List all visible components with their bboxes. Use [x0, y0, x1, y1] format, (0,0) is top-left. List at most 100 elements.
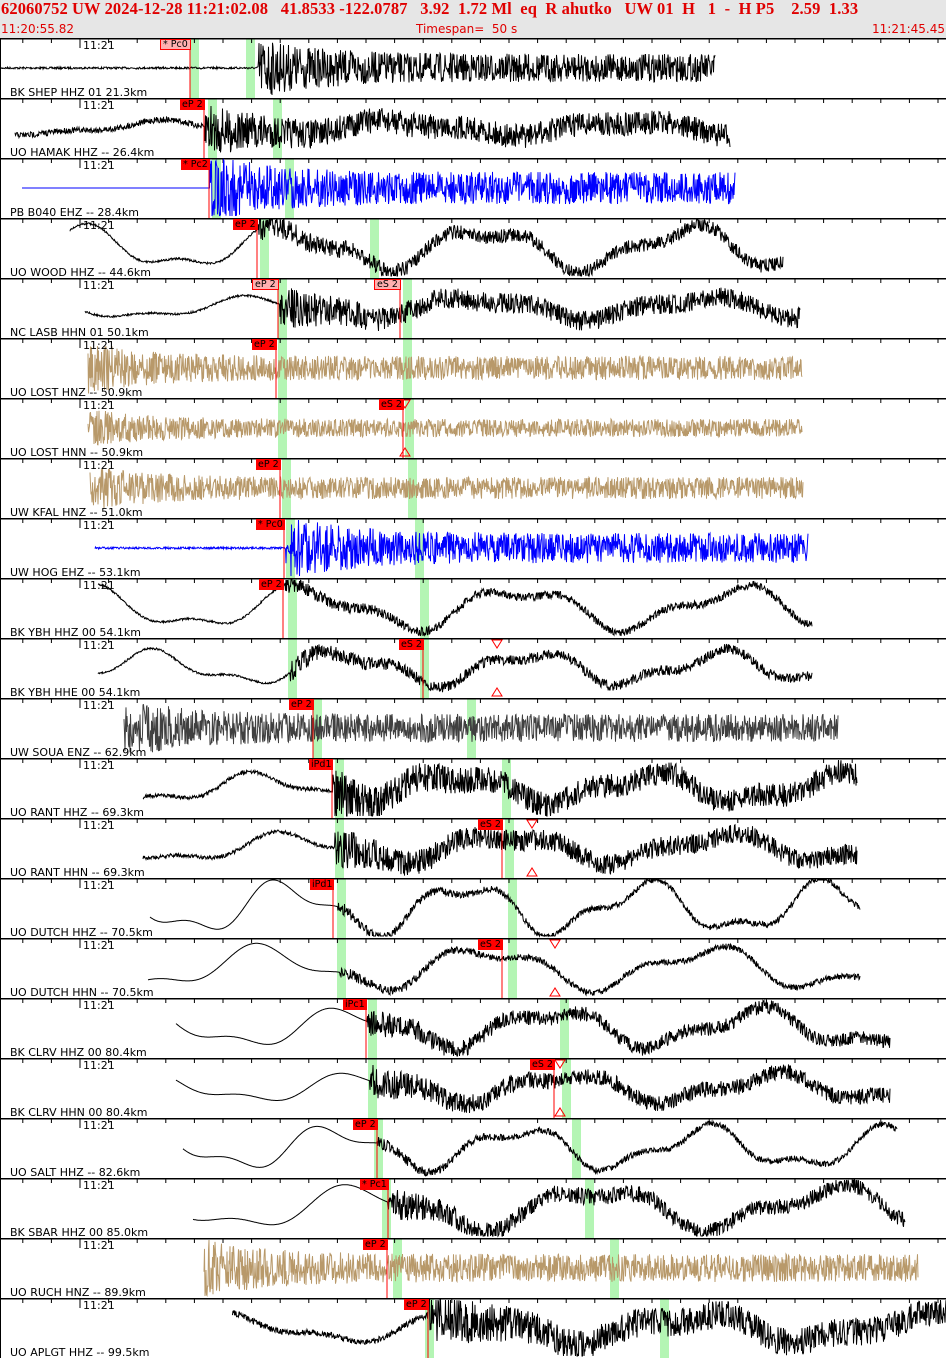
- triangle-up-icon: [399, 447, 411, 457]
- minute-label: 11:21: [83, 1239, 115, 1252]
- triangle-down-icon: [549, 939, 561, 949]
- triangle-down-icon: [526, 819, 538, 829]
- waveform-plot: [0, 578, 946, 638]
- phase-pick-label[interactable]: eP 2: [353, 1119, 378, 1130]
- waveform: [175, 999, 891, 1057]
- phase-pick-label[interactable]: * Pc0: [256, 519, 285, 530]
- phase-pick-label[interactable]: eS 2: [530, 1059, 555, 1070]
- phase-pick-label[interactable]: iPd1: [309, 759, 334, 770]
- phase-pick-label[interactable]: eS 2: [379, 399, 404, 410]
- triangle-down-icon: [491, 639, 503, 649]
- waveform-plot: [0, 338, 946, 398]
- phase-pick-label[interactable]: eP 2: [252, 339, 277, 350]
- trace-row[interactable]: 11:21 UO APLGT HHZ -- 99.5km eP 2: [0, 1298, 946, 1359]
- phase-pick-label[interactable]: eS 2: [399, 639, 424, 650]
- trace-row[interactable]: 11:21 UO DUTCH HHZ -- 70.5km iPd1: [0, 878, 946, 939]
- waveform-plot: [0, 458, 946, 518]
- pick-window: [285, 159, 294, 218]
- phase-pick-label[interactable]: eP 2: [289, 699, 314, 710]
- minute-label: 11:21: [83, 639, 115, 652]
- waveform: [182, 1119, 898, 1177]
- trace-row[interactable]: 11:21 UO HAMAK HHZ -- 26.4km eP 2: [0, 98, 946, 159]
- waveform-plot: [0, 1238, 946, 1298]
- station-label: BK YBH HHE 00 54.1km: [10, 686, 141, 699]
- pick-window: [370, 219, 379, 278]
- waveform-plot: [0, 398, 946, 458]
- pick-window: [190, 39, 199, 98]
- trace-row[interactable]: 11:21 BK YBH HHE 00 54.1km eS 2: [0, 638, 946, 699]
- station-label: UW KFAL HNZ -- 51.0km: [10, 506, 143, 519]
- station-label: UO RUCH HNZ -- 89.9km: [10, 1286, 146, 1299]
- trace-row[interactable]: 11:21 NC LASB HHN 01 50.1km eP 2 eS 2: [0, 278, 946, 339]
- phase-pick-label[interactable]: eS 2: [374, 279, 401, 290]
- pick-window: [508, 879, 517, 938]
- minute-label: 11:21: [83, 1119, 115, 1132]
- event-summary: 62060752 UW 2024-12-28 11:21:02.08 41.85…: [1, 0, 859, 18]
- trace-row[interactable]: 11:21 BK CLRV HHZ 00 80.4km iPc1: [0, 998, 946, 1059]
- phase-pick-label[interactable]: eP 2: [404, 1299, 429, 1310]
- pick-window: [288, 579, 297, 638]
- station-label: UO HAMAK HHZ -- 26.4km: [10, 146, 155, 159]
- waveform-plot: [0, 1058, 946, 1118]
- minute-label: 11:21: [83, 1059, 115, 1072]
- minute-label: 11:21: [83, 1299, 115, 1312]
- trace-row[interactable]: 11:21 UO SALT HHZ -- 82.6km eP 2: [0, 1118, 946, 1179]
- waveform: [203, 1239, 919, 1297]
- phase-pick-label[interactable]: eP 2: [363, 1239, 388, 1250]
- start-time: 11:20:55.82: [1, 22, 74, 36]
- trace-row[interactable]: 11:21 UO WOOD HHZ -- 44.6km eP 2: [0, 218, 946, 279]
- phase-pick-label[interactable]: * Pc1: [360, 1179, 389, 1190]
- station-label: UO WOOD HHZ -- 44.6km: [10, 266, 151, 279]
- trace-row[interactable]: 11:21 BK SHEP HHZ 01 21.3km * Pc0: [0, 38, 946, 99]
- trace-row[interactable]: 11:21 UO RANT HHZ -- 69.3km iPd1: [0, 758, 946, 819]
- minute-label: 11:21: [83, 99, 115, 112]
- minute-label: 11:21: [83, 1179, 115, 1192]
- trace-row[interactable]: 11:21 UO RANT HHN -- 69.3km eS 2: [0, 818, 946, 879]
- station-label: BK YBH HHZ 00 54.1km: [10, 626, 141, 639]
- waveform: [89, 468, 804, 509]
- trace-row[interactable]: 11:21 UW HOG EHZ -- 53.1km * Pc0: [0, 518, 946, 579]
- waveform-plot: [0, 638, 946, 698]
- phase-pick-label[interactable]: eS 2: [478, 939, 503, 950]
- pick-window: [572, 1119, 581, 1178]
- phase-pick-label[interactable]: * Pc2: [181, 159, 210, 170]
- phase-pick-label[interactable]: iPc1: [343, 999, 367, 1010]
- waveform: [94, 519, 809, 577]
- station-label: NC LASB HHN 01 50.1km: [10, 326, 149, 339]
- trace-row[interactable]: 11:21 UW SOUA ENZ -- 62.9km eP 2: [0, 698, 946, 759]
- trace-row[interactable]: 11:21 BK SBAR HHZ 00 85.0km * Pc1: [0, 1178, 946, 1239]
- station-label: UO LOST HNZ -- 50.9km: [10, 386, 143, 399]
- trace-row[interactable]: 11:21 PB B040 EHZ -- 28.4km * Pc2: [0, 158, 946, 219]
- phase-pick-label[interactable]: iPd1: [310, 879, 335, 890]
- phase-pick-label[interactable]: eP 2: [252, 279, 279, 290]
- triangle-up-icon: [554, 1107, 566, 1117]
- pick-window: [508, 939, 517, 998]
- pick-window: [562, 1059, 571, 1118]
- minute-label: 11:21: [83, 939, 115, 952]
- waveform-plot: [0, 698, 946, 758]
- pick-window: [560, 999, 569, 1058]
- phase-pick-label[interactable]: eP 2: [180, 99, 205, 110]
- pick-window: [368, 1059, 377, 1118]
- trace-row[interactable]: 11:21 BK CLRV HHN 00 80.4km eS 2: [0, 1058, 946, 1119]
- trace-row[interactable]: 11:21 UO RUCH HNZ -- 89.9km eP 2: [0, 1238, 946, 1299]
- phase-pick-label[interactable]: eP 2: [233, 219, 258, 230]
- station-label: UO DUTCH HHN -- 70.5km: [10, 986, 154, 999]
- pick-window: [278, 399, 287, 458]
- trace-row[interactable]: 11:21 UO DUTCH HHN -- 70.5km eS 2: [0, 938, 946, 999]
- phase-pick-label[interactable]: eS 2: [478, 819, 503, 830]
- pick-window: [374, 1119, 383, 1178]
- trace-row[interactable]: 11:21 UO LOST HNZ -- 50.9km eP 2: [0, 338, 946, 399]
- station-label: BK CLRV HHN 00 80.4km: [10, 1106, 148, 1119]
- minute-label: 11:21: [83, 399, 115, 412]
- station-label: UW SOUA ENZ -- 62.9km: [10, 746, 147, 759]
- phase-pick-label[interactable]: eP 2: [259, 579, 284, 590]
- waveform: [231, 1299, 946, 1357]
- phase-pick-label[interactable]: * Pc0: [160, 39, 191, 50]
- trace-row[interactable]: 11:21 UO LOST HNN -- 50.9km eS 2: [0, 398, 946, 459]
- station-label: UO DUTCH HHZ -- 70.5km: [10, 926, 153, 939]
- phase-pick-label[interactable]: eP 2: [256, 459, 281, 470]
- trace-row[interactable]: 11:21 UW KFAL HNZ -- 51.0km eP 2: [0, 458, 946, 519]
- waveform-plot: [0, 158, 946, 218]
- trace-row[interactable]: 11:21 BK YBH HHZ 00 54.1km eP 2: [0, 578, 946, 639]
